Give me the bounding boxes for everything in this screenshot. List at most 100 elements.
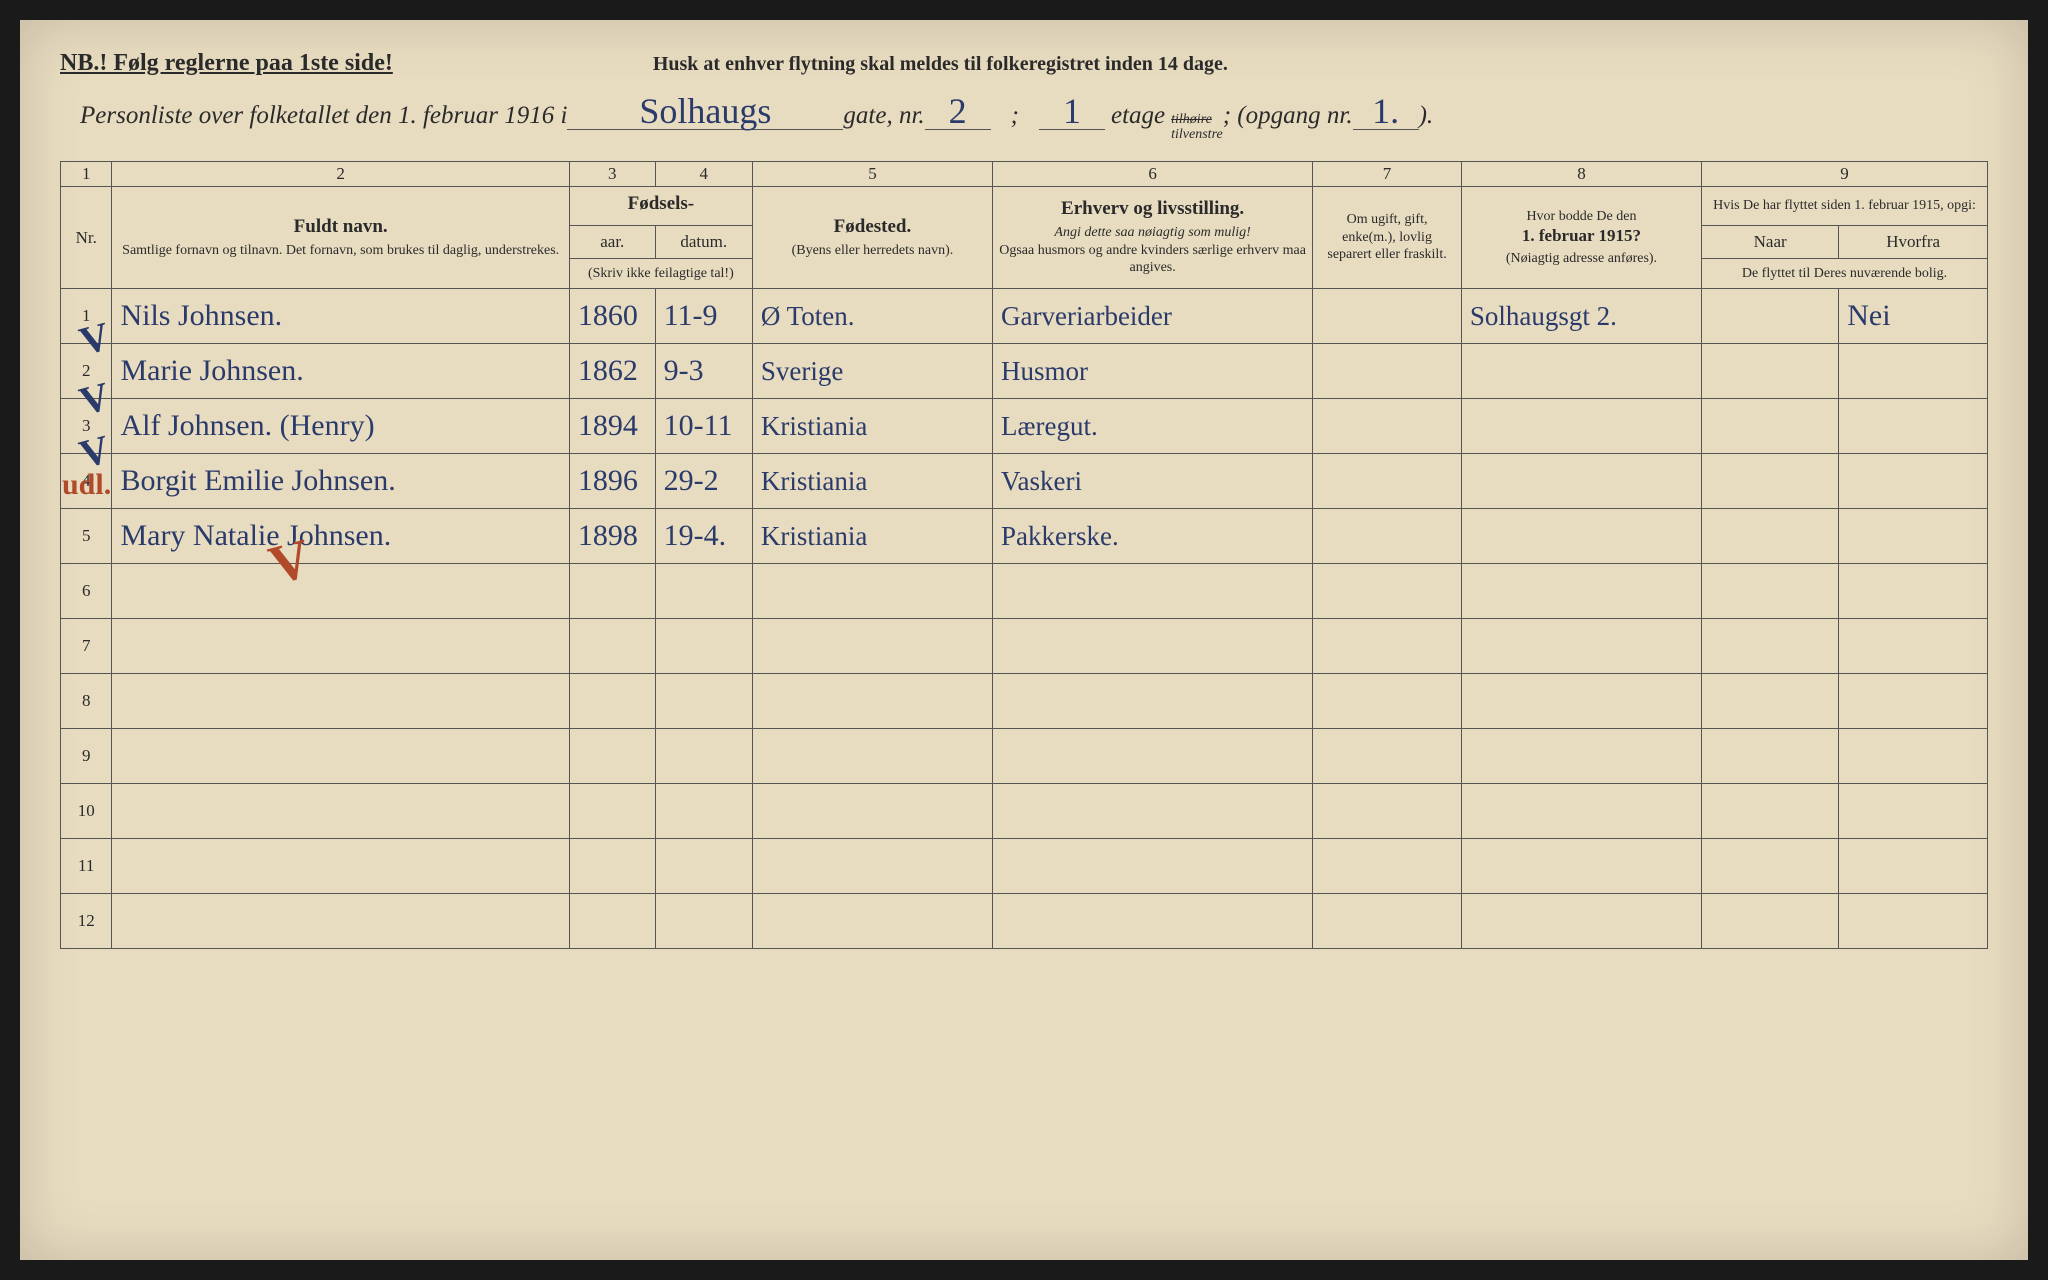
hdr-marital-text: Om ugift, gift, enke(m.), lovlig separer… xyxy=(1319,211,1455,264)
cell-birthplace: Ø Toten. xyxy=(752,289,992,344)
cell-year xyxy=(569,839,655,894)
cell-moved-from xyxy=(1839,344,1988,399)
colnum: 9 xyxy=(1702,161,1988,186)
hdr-moved-main: Hvis De har flyttet siden 1. februar 191… xyxy=(1708,197,1981,215)
cell-nr: 9 xyxy=(61,729,112,784)
cell-prev-addr xyxy=(1461,674,1701,729)
hdr-name-main: Fuldt navn. xyxy=(118,216,562,238)
cell-moved-when xyxy=(1702,619,1839,674)
cell-name: Borgit Emilie Johnsen. xyxy=(112,454,569,509)
cell-marital xyxy=(1313,784,1462,839)
hdr-occ-sub1: Angi dette saa nøiagtig som mulig! xyxy=(1054,225,1250,240)
cell-year xyxy=(569,784,655,839)
colnum: 1 xyxy=(61,161,112,186)
colnum: 5 xyxy=(752,161,992,186)
hdr-birth-date: datum. xyxy=(655,225,752,258)
cell-moved-from: Nei xyxy=(1839,289,1988,344)
cell-moved-from xyxy=(1839,784,1988,839)
title-part-c: ; xyxy=(991,102,1039,130)
cell-year xyxy=(569,674,655,729)
table-row: 1Nils Johnsen.186011-9Ø Toten.Garveriarb… xyxy=(61,289,1988,344)
cell-prev-addr xyxy=(1461,839,1701,894)
cell-occupation xyxy=(993,619,1313,674)
cell-moved-when xyxy=(1702,454,1839,509)
street-field: Solhaugs xyxy=(567,93,843,130)
table-row: 9 xyxy=(61,729,1988,784)
nb-warning: NB.! Følg reglerne paa 1ste side! xyxy=(60,50,393,77)
cell-moved-when xyxy=(1702,509,1839,564)
hdr-prev-main: Hvor bodde De den xyxy=(1468,208,1695,226)
cell-date: 19-4. xyxy=(655,509,752,564)
cell-year: 1894 xyxy=(569,399,655,454)
header-row-1: Nr. Fuldt navn. Samtlige fornavn og tiln… xyxy=(61,186,1988,225)
cell-name xyxy=(112,894,569,949)
cell-marital xyxy=(1313,564,1462,619)
table-row: 3Alf Johnsen. (Henry)189410-11Kristiania… xyxy=(61,399,1988,454)
cell-marital xyxy=(1313,344,1462,399)
reminder-text: Husk at enhver flytning skal meldes til … xyxy=(653,53,1228,76)
colnum: 8 xyxy=(1461,161,1701,186)
cell-date: 11-9 xyxy=(655,289,752,344)
cell-nr: 10 xyxy=(61,784,112,839)
cell-marital xyxy=(1313,619,1462,674)
hdr-prev-bold: 1. februar 1915? xyxy=(1468,226,1695,246)
table-row: 5Mary Natalie Johnsen.189819-4.Kristiani… xyxy=(61,509,1988,564)
colnum: 4 xyxy=(655,161,752,186)
cell-date: 29-2 xyxy=(655,454,752,509)
cell-year xyxy=(569,619,655,674)
cell-prev-addr xyxy=(1461,729,1701,784)
cell-moved-when xyxy=(1702,344,1839,399)
cell-occupation xyxy=(993,729,1313,784)
cell-year: 1898 xyxy=(569,509,655,564)
cell-moved-when xyxy=(1702,894,1839,949)
hdr-occ: Erhverv og livsstilling. Angi dette saa … xyxy=(993,186,1313,289)
hdr-place: Fødested. (Byens eller herredets navn). xyxy=(752,186,992,289)
cell-moved-from xyxy=(1839,839,1988,894)
title-part-e: ; (opgang nr. xyxy=(1223,102,1353,130)
title-part-f: ). xyxy=(1419,102,1434,130)
cell-occupation: Vaskeri xyxy=(993,454,1313,509)
hdr-nr: Nr. xyxy=(61,186,112,289)
table-header: 1 2 3 4 5 6 7 8 9 Nr. Fuldt navn. Samtli… xyxy=(61,161,1988,289)
hdr-birth-note: (Skriv ikke feilagtige tal!) xyxy=(569,258,752,289)
cell-marital xyxy=(1313,454,1462,509)
table-row: 8 xyxy=(61,674,1988,729)
etage-struck: tilhøire xyxy=(1171,112,1212,127)
table-body: 1Nils Johnsen.186011-9Ø Toten.Garveriarb… xyxy=(61,289,1988,949)
cell-marital xyxy=(1313,729,1462,784)
cell-birthplace xyxy=(752,839,992,894)
cell-prev-addr xyxy=(1461,784,1701,839)
cell-moved-from xyxy=(1839,564,1988,619)
cell-birthplace: Sverige xyxy=(752,344,992,399)
census-table: 1 2 3 4 5 6 7 8 9 Nr. Fuldt navn. Samtli… xyxy=(60,161,1988,950)
hdr-occ-sub2: Ogsaa husmors og andre kvinders særlige … xyxy=(999,242,1306,277)
table-row: 10 xyxy=(61,784,1988,839)
cell-year: 1896 xyxy=(569,454,655,509)
title-part-d: etage xyxy=(1105,102,1171,130)
cell-birthplace xyxy=(752,674,992,729)
cell-nr: 6 xyxy=(61,564,112,619)
cell-moved-when xyxy=(1702,564,1839,619)
hdr-birth-yr: aar. xyxy=(569,225,655,258)
cell-year: 1860 xyxy=(569,289,655,344)
cell-nr: 12 xyxy=(61,894,112,949)
cell-moved-from xyxy=(1839,674,1988,729)
cell-prev-addr: Solhaugsgt 2. xyxy=(1461,289,1701,344)
cell-name xyxy=(112,564,569,619)
hdr-moved-b: Hvorfra xyxy=(1839,225,1988,258)
cell-marital xyxy=(1313,894,1462,949)
cell-moved-when xyxy=(1702,399,1839,454)
cell-occupation xyxy=(993,674,1313,729)
cell-moved-when xyxy=(1702,289,1839,344)
floor-field: 1 xyxy=(1039,93,1105,130)
cell-moved-from xyxy=(1839,729,1988,784)
cell-occupation: Garveriarbeider xyxy=(993,289,1313,344)
cell-prev-addr xyxy=(1461,564,1701,619)
cell-date xyxy=(655,564,752,619)
cell-moved-from xyxy=(1839,454,1988,509)
hdr-prev: Hvor bodde De den 1. februar 1915? (Nøia… xyxy=(1461,186,1701,289)
header-top: NB.! Følg reglerne paa 1ste side! Husk a… xyxy=(60,50,1988,83)
cell-moved-when xyxy=(1702,674,1839,729)
hdr-marital: Om ugift, gift, enke(m.), lovlig separer… xyxy=(1313,186,1462,289)
cell-prev-addr xyxy=(1461,619,1701,674)
